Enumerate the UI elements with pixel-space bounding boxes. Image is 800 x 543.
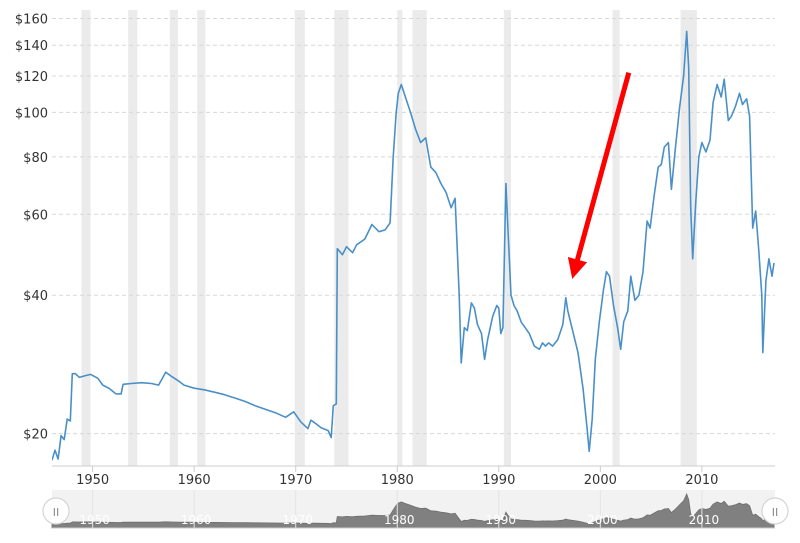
navigator-tick-label: 1990 bbox=[486, 513, 517, 527]
navigator-area-series bbox=[51, 492, 775, 529]
x-axis bbox=[52, 465, 775, 472]
y-tick-label: $100 bbox=[15, 106, 48, 121]
navigator-tick-label: 2010 bbox=[689, 513, 720, 527]
x-tick-label: 1970 bbox=[279, 473, 312, 488]
x-tick-label: 1980 bbox=[381, 473, 414, 488]
recession-band bbox=[294, 10, 305, 466]
y-tick-label: $40 bbox=[23, 289, 48, 304]
x-tick-label: 2010 bbox=[685, 473, 718, 488]
y-tick-label: $120 bbox=[15, 70, 48, 85]
y-tick-label: $140 bbox=[15, 39, 48, 54]
recession-band bbox=[503, 10, 511, 466]
navigator-right-handle[interactable]: II bbox=[761, 497, 789, 525]
navigator-tick-label: 1950 bbox=[79, 513, 110, 527]
y-tick-label: $160 bbox=[15, 13, 48, 28]
navigator-tick-label: 1980 bbox=[384, 513, 415, 527]
recession-band bbox=[169, 10, 178, 466]
recession-band bbox=[397, 10, 403, 466]
x-tick-label: 2000 bbox=[584, 473, 617, 488]
recession-band bbox=[197, 10, 206, 466]
navigator-right-handle-grip: II bbox=[772, 506, 779, 519]
recession-band bbox=[128, 10, 138, 466]
y-axis-labels: $20 $40 $60 $80 $100 $120 $140 $160 bbox=[15, 13, 48, 443]
navigator-tick-label: 1970 bbox=[282, 513, 313, 527]
x-tick-label: 1960 bbox=[178, 473, 211, 488]
range-navigator[interactable]: 1950 1960 1970 1980 1990 2000 2010 bbox=[51, 490, 775, 529]
y-tick-label: $60 bbox=[23, 208, 48, 223]
recession-band bbox=[334, 10, 349, 466]
recession-band bbox=[612, 10, 620, 466]
navigator-tick-label: 1960 bbox=[181, 513, 212, 527]
x-tick-label: 1950 bbox=[76, 473, 109, 488]
recession-band bbox=[412, 10, 427, 466]
navigator-axis-labels: 1950 1960 1970 1980 1990 2000 2010 bbox=[79, 490, 719, 528]
recession-band bbox=[680, 10, 697, 466]
y-gridlines bbox=[52, 18, 775, 435]
y-tick-label: $80 bbox=[23, 151, 48, 166]
x-axis-labels: 1950 1960 1970 1980 1990 2000 2010 bbox=[76, 473, 718, 488]
navigator-left-handle[interactable]: II bbox=[42, 497, 70, 525]
red-arrow-annotation bbox=[567, 72, 632, 279]
x-tick-label: 1990 bbox=[482, 473, 515, 488]
navigator-left-handle-grip: II bbox=[53, 506, 60, 519]
recession-bands bbox=[81, 10, 697, 466]
price-series-line bbox=[52, 30, 775, 461]
navigator-tick-label: 2000 bbox=[587, 513, 618, 527]
recession-band bbox=[81, 10, 91, 466]
y-tick-label: $20 bbox=[23, 428, 48, 443]
